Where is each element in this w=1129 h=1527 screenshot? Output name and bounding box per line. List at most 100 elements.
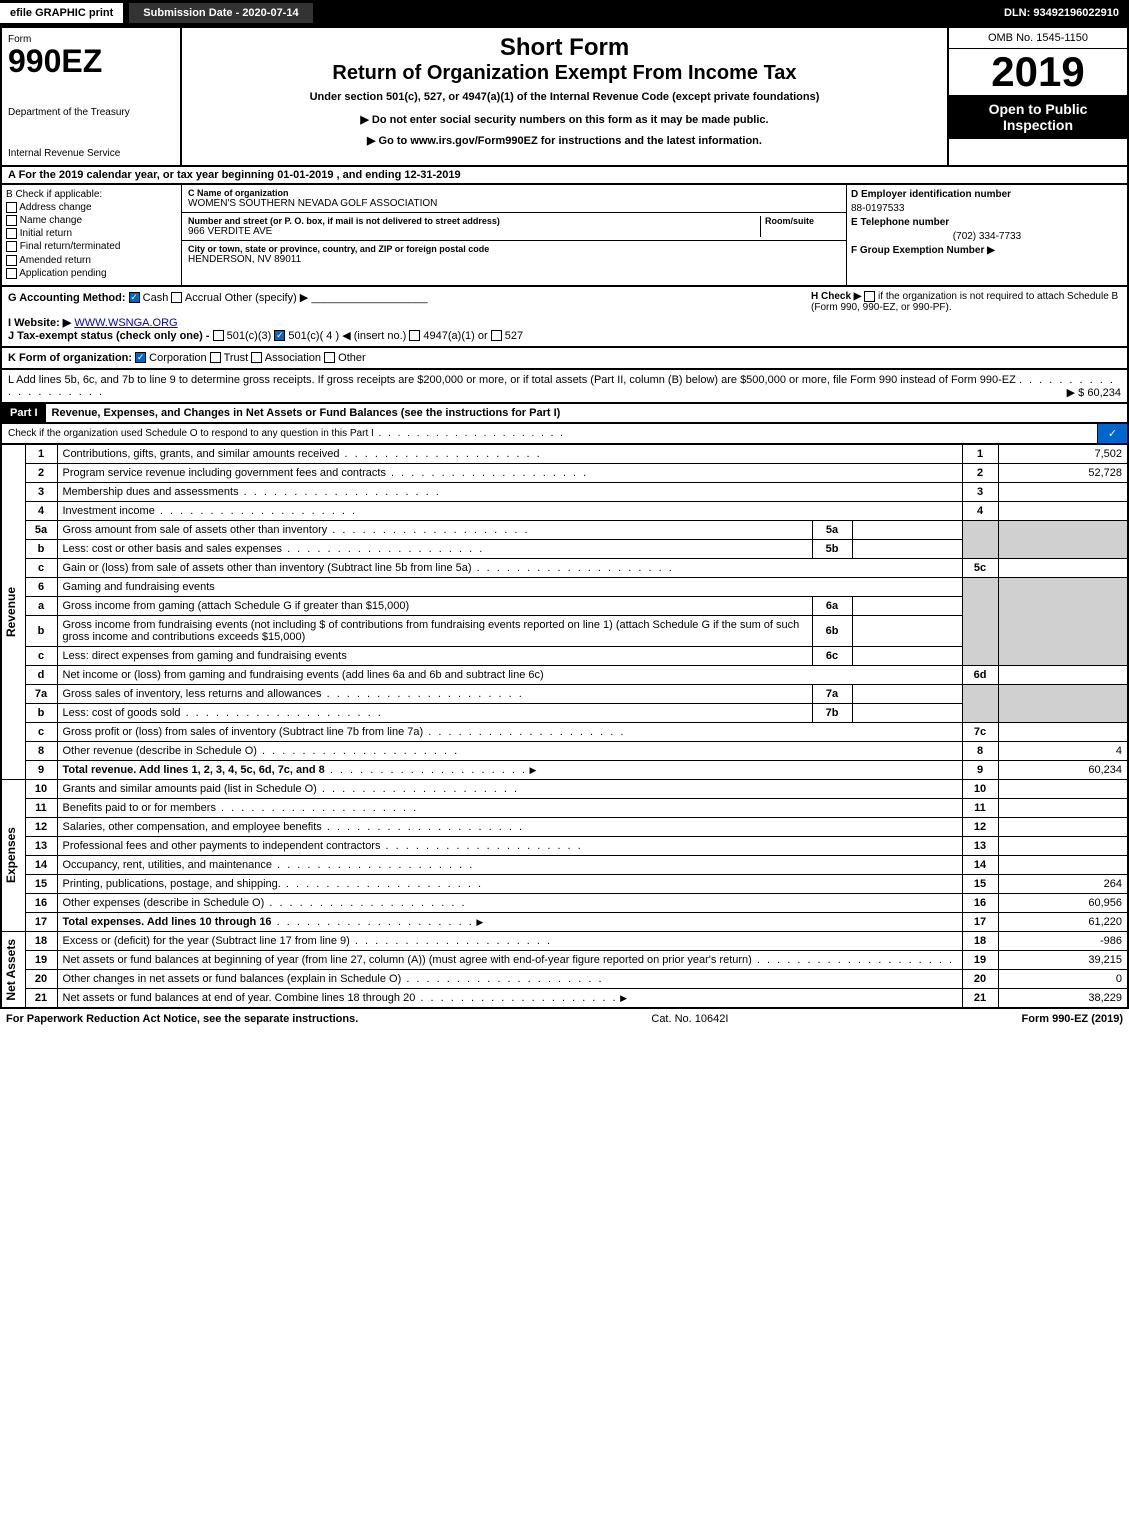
opt-527: 527: [505, 330, 523, 342]
line-6c: c Less: direct expenses from gaming and …: [1, 646, 1128, 665]
submission-date: Submission Date - 2020-07-14: [129, 3, 312, 23]
l5a-sub: 5a: [812, 520, 852, 539]
room-label: Room/suite: [765, 216, 840, 226]
l13-amt: [998, 836, 1128, 855]
part1-check-row: Check if the organization used Schedule …: [0, 422, 1129, 443]
chk-name-change[interactable]: [6, 215, 17, 226]
inspection-badge: Open to Public Inspection: [949, 95, 1127, 139]
lines-table: Revenue 1 Contributions, gifts, grants, …: [0, 443, 1129, 1009]
chk-other[interactable]: [324, 352, 335, 363]
l20-num: 20: [25, 969, 57, 988]
city-value: HENDERSON, NV 89011: [188, 254, 840, 265]
l21-amt: 38,229: [998, 988, 1128, 1008]
l20-amt: 0: [998, 969, 1128, 988]
l1-num: 1: [25, 444, 57, 464]
l4-amt: [998, 501, 1128, 520]
chk-final-return[interactable]: [6, 241, 17, 252]
net-assets-tab: Net Assets: [2, 935, 20, 1005]
l11-amt: [998, 798, 1128, 817]
chk-accrual-label: Accrual: [185, 292, 222, 304]
l1-desc: Contributions, gifts, grants, and simila…: [63, 448, 340, 460]
l1-amt: 7,502: [998, 444, 1128, 464]
l5b-desc: Less: cost or other basis and sales expe…: [63, 543, 283, 555]
part1-title: Revenue, Expenses, and Changes in Net As…: [46, 404, 567, 422]
line-4: 4 Investment income 4: [1, 501, 1128, 520]
l6c-num: c: [25, 646, 57, 665]
goto-link[interactable]: ▶ Go to www.irs.gov/Form990EZ for instru…: [188, 134, 941, 147]
l7b-num: b: [25, 703, 57, 722]
chk-initial-return[interactable]: [6, 228, 17, 239]
l6d-amt: [998, 665, 1128, 684]
l5a-desc: Gross amount from sale of assets other t…: [63, 524, 328, 536]
part1-label: Part I: [2, 404, 46, 422]
chk-association[interactable]: [251, 352, 262, 363]
l12-rnum: 12: [962, 817, 998, 836]
chk-corporation[interactable]: [135, 352, 146, 363]
l3-desc: Membership dues and assessments: [63, 486, 239, 498]
tel-value: (702) 334-7733: [851, 231, 1123, 242]
l4-num: 4: [25, 501, 57, 520]
efile-print-label[interactable]: efile GRAPHIC print: [0, 3, 123, 23]
l14-num: 14: [25, 855, 57, 874]
l6a-subamt: [852, 596, 962, 615]
chk-527[interactable]: [491, 330, 502, 341]
tax-year: 2019: [949, 49, 1127, 95]
chk-name-change-label: Name change: [20, 215, 82, 226]
website-label: I Website: ▶: [8, 317, 71, 329]
l7c-num: c: [25, 722, 57, 741]
chk-amended-return[interactable]: [6, 255, 17, 266]
l5b-subamt: [852, 539, 962, 558]
line-14: 14 Occupancy, rent, utilities, and maint…: [1, 855, 1128, 874]
line-6: 6 Gaming and fundraising events: [1, 577, 1128, 596]
chk-501c3[interactable]: [213, 330, 224, 341]
l5b-sub: 5b: [812, 539, 852, 558]
l16-num: 16: [25, 893, 57, 912]
section-def: D Employer identification number 88-0197…: [847, 185, 1127, 285]
chk-schedule-b[interactable]: [864, 291, 875, 302]
ein-label: D Employer identification number: [851, 189, 1011, 200]
l21-rnum: 21: [962, 988, 998, 1008]
chk-initial-return-label: Initial return: [20, 228, 72, 239]
l6a-sub: 6a: [812, 596, 852, 615]
chk-4947[interactable]: [409, 330, 420, 341]
header-right: OMB No. 1545-1150 2019 Open to Public In…: [947, 28, 1127, 165]
l8-rnum: 8: [962, 741, 998, 760]
org-name: WOMEN'S SOUTHERN NEVADA GOLF ASSOCIATION: [188, 198, 840, 209]
line-13: 13 Professional fees and other payments …: [1, 836, 1128, 855]
tax-exempt-label: J Tax-exempt status (check only one) -: [8, 330, 210, 342]
l6c-subamt: [852, 646, 962, 665]
chk-501c[interactable]: [274, 330, 285, 341]
chk-amended-return-label: Amended return: [19, 255, 91, 266]
l4-rnum: 4: [962, 501, 998, 520]
chk-application-pending[interactable]: [6, 268, 17, 279]
line-9: 9 Total revenue. Add lines 1, 2, 3, 4, 5…: [1, 760, 1128, 779]
chk-trust[interactable]: [210, 352, 221, 363]
chk-cash[interactable]: [129, 292, 140, 303]
l8-desc: Other revenue (describe in Schedule O): [63, 745, 257, 757]
l18-amt: -986: [998, 931, 1128, 950]
section-b-label: B Check if applicable:: [6, 189, 177, 200]
website-link[interactable]: WWW.WSNGA.ORG: [74, 317, 177, 329]
chk-address-change[interactable]: [6, 202, 17, 213]
org-name-label: C Name of organization: [188, 188, 840, 198]
chk-final-return-label: Final return/terminated: [20, 242, 121, 253]
chk-accrual[interactable]: [171, 292, 182, 303]
l1-rnum: 1: [962, 444, 998, 464]
opt-corporation: Corporation: [149, 352, 206, 364]
top-bar: efile GRAPHIC print Submission Date - 20…: [0, 0, 1129, 26]
section-l-text: L Add lines 5b, 6c, and 7b to line 9 to …: [8, 374, 1016, 386]
l18-desc: Excess or (deficit) for the year (Subtra…: [63, 935, 350, 947]
part1-schedule-o-check[interactable]: ✓: [1097, 424, 1127, 443]
line-6d: d Net income or (loss) from gaming and f…: [1, 665, 1128, 684]
l6b-num: b: [25, 615, 57, 646]
l6c-sub: 6c: [812, 646, 852, 665]
l10-num: 10: [25, 779, 57, 798]
l10-rnum: 10: [962, 779, 998, 798]
header-center: Short Form Return of Organization Exempt…: [182, 28, 947, 165]
l7c-desc: Gross profit or (loss) from sales of inv…: [63, 726, 424, 738]
l13-rnum: 13: [962, 836, 998, 855]
l15-desc: Printing, publications, postage, and shi…: [63, 878, 281, 890]
l6b-desc: Gross income from fundraising events (no…: [57, 615, 812, 646]
l6b-subamt: [852, 615, 962, 646]
l5a-num: 5a: [25, 520, 57, 539]
